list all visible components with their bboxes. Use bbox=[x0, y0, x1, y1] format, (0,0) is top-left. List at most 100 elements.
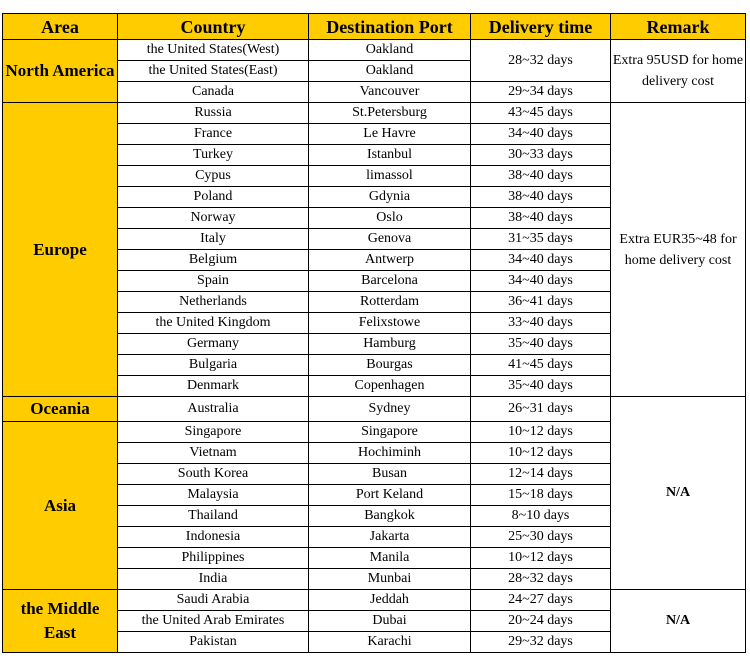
delivery-cell: 29~34 days bbox=[470, 81, 611, 103]
delivery-cell: 35~40 days bbox=[470, 375, 611, 397]
country-cell: France bbox=[117, 123, 309, 145]
country-cell: Germany bbox=[117, 333, 309, 355]
table-row: Oceania Australia Sydney 26~31 days N/A bbox=[2, 396, 746, 590]
country-cell: Spain bbox=[117, 270, 309, 292]
delivery-cell: 28~32 days bbox=[470, 568, 611, 590]
table-row: Europe Russia St.Petersburg 43~45 days Extra… bbox=[2, 102, 746, 397]
port-cell: Barcelona bbox=[308, 270, 471, 292]
delivery-cell: 34~40 days bbox=[470, 123, 611, 145]
delivery-cell: 10~12 days bbox=[470, 442, 611, 464]
port-cell: Karachi bbox=[308, 631, 471, 653]
country-cell: Poland bbox=[117, 186, 309, 208]
table-row: the Middle East Saudi Arabia Jeddah 24~27 d… bbox=[2, 589, 746, 653]
delivery-cell: 29~32 days bbox=[470, 631, 611, 653]
port-cell: Gdynia bbox=[308, 186, 471, 208]
port-cell: Port Keland bbox=[308, 484, 471, 506]
delivery-cell: 34~40 days bbox=[470, 249, 611, 271]
country-cell: Italy bbox=[117, 228, 309, 250]
country-cell: South Korea bbox=[117, 463, 309, 485]
delivery-cell: 10~12 days bbox=[470, 547, 611, 569]
table-row: the United Kingdom Felixstowe 33~40 days bbox=[3, 312, 746, 334]
table-row: North America the United States(West) Oakl… bbox=[2, 39, 746, 103]
delivery-cell: 25~30 days bbox=[470, 526, 611, 548]
area-cell: North America bbox=[2, 39, 118, 103]
port-cell: Munbai bbox=[308, 568, 471, 590]
delivery-cell: 38~40 days bbox=[470, 207, 611, 229]
area-cell: Europe bbox=[2, 102, 118, 397]
port-cell: Rotterdam bbox=[308, 291, 471, 313]
table-row: the United Arab Emirates Dubai 20~24 days bbox=[3, 610, 746, 632]
port-cell: Bangkok bbox=[308, 505, 471, 527]
area-cell: Oceania bbox=[2, 396, 118, 422]
delivery-cell: 38~40 days bbox=[470, 186, 611, 208]
delivery-cell: 38~40 days bbox=[470, 165, 611, 187]
country-cell: the United States(East) bbox=[117, 60, 309, 82]
country-cell: India bbox=[117, 568, 309, 590]
port-cell: Dubai bbox=[308, 610, 471, 632]
port-cell: Bourgas bbox=[308, 354, 471, 376]
table-row: Denmark Copenhagen 35~40 days bbox=[3, 375, 746, 397]
delivery-cell: 33~40 days bbox=[470, 312, 611, 334]
country-cell: Pakistan bbox=[117, 631, 309, 653]
country-cell: Vietnam bbox=[117, 442, 309, 464]
port-cell: Jeddah bbox=[308, 589, 471, 611]
table-row: Italy Genova 31~35 days bbox=[3, 228, 746, 250]
country-cell: Norway bbox=[117, 207, 309, 229]
header-area: Area bbox=[2, 13, 118, 40]
delivery-cell: 36~41 days bbox=[470, 291, 611, 313]
country-cell: Bulgaria bbox=[117, 354, 309, 376]
country-cell: Indonesia bbox=[117, 526, 309, 548]
country-cell: Australia bbox=[117, 396, 309, 422]
port-cell: Le Havre bbox=[308, 123, 471, 145]
delivery-cell: 35~40 days bbox=[470, 333, 611, 355]
port-cell: Copenhagen bbox=[308, 375, 471, 397]
country-cell: Cypus bbox=[117, 165, 309, 187]
port-cell: Hamburg bbox=[308, 333, 471, 355]
port-cell: Oakland bbox=[308, 60, 471, 82]
remark-cell: N/A bbox=[610, 396, 746, 590]
country-cell: Russia bbox=[117, 102, 309, 124]
table-row: Turkey Istanbul 30~33 days bbox=[3, 144, 746, 166]
port-cell: Oslo bbox=[308, 207, 471, 229]
delivery-cell: 30~33 days bbox=[470, 144, 611, 166]
table-row: Malaysia Port Keland 15~18 days bbox=[3, 484, 746, 506]
delivery-cell: 10~12 days bbox=[470, 421, 611, 443]
delivery-cell: 8~10 days bbox=[470, 505, 611, 527]
delivery-cell: 26~31 days bbox=[470, 396, 611, 422]
port-cell: Felixstowe bbox=[308, 312, 471, 334]
header-row: Area Country Destination Port Delivery t… bbox=[2, 13, 746, 40]
country-cell: Canada bbox=[117, 81, 309, 103]
country-cell: Saudi Arabia bbox=[117, 589, 309, 611]
delivery-cell: 34~40 days bbox=[470, 270, 611, 292]
country-cell: Malaysia bbox=[117, 484, 309, 506]
delivery-cell: 24~27 days bbox=[470, 589, 611, 611]
port-cell: Istanbul bbox=[308, 144, 471, 166]
delivery-cell: 15~18 days bbox=[470, 484, 611, 506]
port-cell: Busan bbox=[308, 463, 471, 485]
port-cell: Vancouver bbox=[308, 81, 471, 103]
country-cell: the United States(West) bbox=[117, 39, 309, 61]
country-cell: Netherlands bbox=[117, 291, 309, 313]
header-delivery: Delivery time bbox=[470, 13, 611, 40]
country-cell: Philippines bbox=[117, 547, 309, 569]
port-cell: Singapore bbox=[308, 421, 471, 443]
table-row: Cypus limassol 38~40 days bbox=[3, 165, 746, 187]
port-cell: Jakarta bbox=[308, 526, 471, 548]
delivery-cell: 28~32 days bbox=[470, 39, 611, 82]
port-cell: Manila bbox=[308, 547, 471, 569]
header-remark: Remark bbox=[610, 13, 746, 40]
country-cell: Denmark bbox=[117, 375, 309, 397]
remark-cell: N/A bbox=[610, 589, 746, 653]
country-cell: Turkey bbox=[117, 144, 309, 166]
delivery-cell: 31~35 days bbox=[470, 228, 611, 250]
port-cell: Antwerp bbox=[308, 249, 471, 271]
table-row: Canada Vancouver 29~34 days bbox=[3, 81, 746, 103]
port-cell: limassol bbox=[308, 165, 471, 187]
table-row: Vietnam Hochiminh 10~12 days bbox=[3, 442, 746, 464]
table-row: Thailand Bangkok 8~10 days bbox=[3, 505, 746, 527]
remark-cell: Extra EUR35~48 for home delivery cost bbox=[610, 102, 746, 397]
country-cell: Thailand bbox=[117, 505, 309, 527]
header-port: Destination Port bbox=[308, 13, 471, 40]
country-cell: Belgium bbox=[117, 249, 309, 271]
remark-cell: Extra 95USD for home delivery cost bbox=[610, 39, 746, 103]
